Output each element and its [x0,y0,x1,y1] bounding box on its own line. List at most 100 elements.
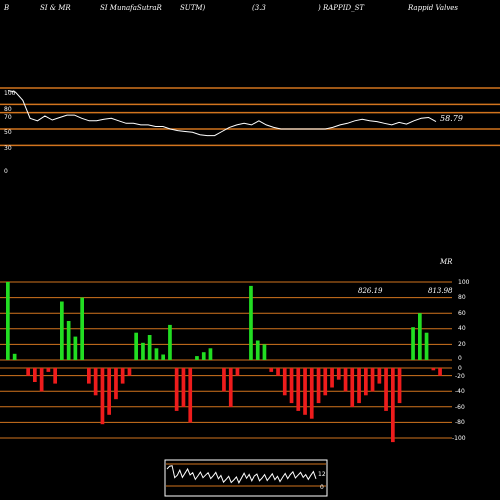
mrsi-value-label-1: 826.19 [358,287,383,295]
mrsi-bar [154,348,159,360]
mrsi-bar [276,368,280,376]
mrsi-bar [60,301,64,360]
mrsi-bar [357,368,361,404]
mrsi-bar [93,368,98,396]
mrsi-tick-minus-20: -20 [455,373,465,380]
mrsi-bar [53,368,57,384]
mrsi-bar [120,368,125,384]
mrsi-bar [181,368,186,407]
mrsi-bar [255,340,260,360]
mrsi-bars [6,282,442,443]
mrsi-bar [80,297,84,360]
mrsi-bar [323,368,328,396]
mrsi-bar [296,368,301,411]
mrsi-bar [141,342,145,360]
mrsi-bar [249,285,253,360]
mrsi-tick-100: 100 [458,279,470,286]
mrsi-bar [377,368,382,384]
mrsi-bar [26,368,30,376]
mrsi-bar [161,354,165,360]
mrsi-bar [384,368,388,411]
mrsi-bar [282,368,287,396]
mrsi-tick-20: 20 [458,341,466,348]
mrsi-tick-40: 40 [458,325,466,332]
mini-panel-line [166,465,317,484]
mrsi-right-axis: 100 80 60 40 20 0 0 -20 -40 -60 -80 -100 [452,279,470,442]
mrsi-bar [127,368,132,376]
mrsi-tick-minus-60: -60 [455,404,465,411]
mrsi-bar [309,368,314,419]
mrsi-bar [12,353,17,360]
rsi-tick-80: 80 [4,106,12,113]
mini-panel-frame [164,459,328,497]
rsi-left-axis: 100 80 70 50 30 0 [4,90,16,175]
mrsi-tick-60: 60 [458,310,466,317]
mrsi-bar [411,327,415,360]
mrsi-bar [100,368,105,425]
mrsi-bar [370,368,375,392]
mrsi-bar [168,324,172,360]
mrsi-bar [269,368,274,372]
mrsi-tick-0-lower: 0 [458,365,462,372]
mrsi-bar [391,368,395,443]
mrsi-bar [431,368,436,371]
mrsi-bar [418,313,422,360]
mini-panel: 12 0 [164,459,328,497]
mrsi-value-label-2: 813.98 [428,287,453,295]
rsi-tick-50: 50 [4,129,12,136]
header-item-b: B [3,4,9,12]
mrsi-tick-80: 80 [458,294,466,301]
mrsi-bar [134,332,138,360]
mrsi-bar [33,368,37,382]
header-item-sutm: SUTM) [180,4,206,12]
rsi-panel: 100 80 70 50 30 0 58.79 [0,87,500,175]
chart-header: B SI & MR SI MunafaSutraR SUTM) (3.3 ) R… [3,4,458,12]
mrsi-bar [174,368,179,411]
mrsi-bar [107,368,111,415]
rsi-tick-0: 0 [4,168,8,175]
mrsi-bar [316,368,321,404]
mrsi-bar [222,368,226,392]
mrsi-bar [114,368,118,400]
mrsi-bar [336,368,341,380]
mrsi-bar [39,368,44,392]
header-item-period: (3.3 [252,4,266,12]
rsi-tick-70: 70 [4,114,12,121]
mrsi-bar [46,368,51,372]
header-item-symbol: ) RAPPID_ST [317,4,365,12]
mrsi-bar [195,356,199,360]
rsi-last-value-label: 58.79 [440,114,463,123]
mrsi-bar [397,368,402,404]
mrsi-tick-0-upper: 0 [458,355,462,362]
rsi-tick-100: 100 [4,90,16,97]
header-item-si-mr: SI & MR [40,4,71,12]
mrsi-bar [350,368,355,407]
mrsi-bar [6,282,10,360]
mrsi-bar [364,368,368,396]
mini-panel-label-0: 0 [320,484,324,491]
mrsi-bar [87,368,91,384]
mrsi-tick-minus-100: -100 [452,435,466,442]
mrsi-bar [438,368,442,376]
mrsi-bar [66,321,71,360]
mrsi-bar [208,348,213,360]
mrsi-bar [262,344,267,360]
mrsi-bar [228,368,233,407]
header-item-si-munafa: SI MunafaSutraR [100,4,163,12]
mrsi-tick-minus-80: -80 [455,419,465,426]
mrsi-bar [330,368,334,388]
mrsi-bar [343,368,348,392]
mrsi-bar [289,368,294,404]
mini-panel-label-12: 12 [318,471,326,478]
header-item-company: Rappid Valves [407,4,458,12]
mrsi-bar [188,368,193,423]
rsi-series-line [7,90,437,137]
mrsi-panel: MR 100 80 60 40 20 0 0 -20 -40 -60 -80 -… [0,258,470,443]
mrsi-bar [73,336,78,360]
mrsi-bar [424,332,429,360]
mrsi-bar [201,352,206,360]
mrsi-panel-label: MR [439,258,453,266]
mrsi-bar [235,368,240,376]
mrsi-bar [147,335,152,360]
